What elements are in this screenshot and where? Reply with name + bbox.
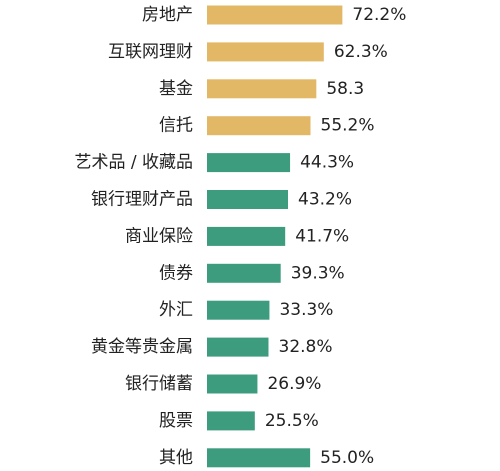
category-label: 互联网理财	[108, 42, 193, 62]
bar	[207, 153, 291, 173]
bar	[207, 448, 311, 468]
category-label: 艺术品 / 收藏品	[74, 153, 193, 173]
category-label: 股票	[159, 411, 193, 431]
value-label: 62.3%	[334, 42, 388, 62]
value-label: 25.5%	[265, 411, 319, 431]
category-label: 信托	[159, 116, 193, 136]
value-label: 55.2%	[321, 116, 375, 136]
bar	[207, 226, 286, 246]
value-label: 26.9%	[267, 374, 321, 394]
value-label: 55.0%	[320, 448, 374, 468]
category-label: 基金	[159, 79, 193, 99]
bar	[207, 374, 258, 394]
bar	[207, 5, 343, 25]
category-label: 黄金等贵金属	[91, 337, 193, 357]
bar	[207, 79, 317, 99]
category-label: 房地产	[142, 5, 193, 25]
bar	[207, 337, 269, 357]
bar	[207, 116, 311, 136]
value-label: 58.3	[326, 79, 364, 99]
bar	[207, 411, 255, 431]
category-label: 债券	[159, 263, 193, 283]
category-label: 商业保险	[125, 226, 193, 246]
value-label: 41.7%	[295, 226, 349, 246]
bar	[207, 300, 270, 320]
category-label: 银行储蓄	[125, 374, 193, 394]
category-label: 外汇	[159, 300, 193, 320]
category-label: 银行理财产品	[91, 190, 193, 210]
value-label: 72.2%	[352, 5, 406, 25]
value-label: 44.3%	[300, 153, 354, 173]
value-label: 32.8%	[279, 337, 333, 357]
bar	[207, 42, 324, 62]
value-label: 39.3%	[291, 263, 345, 283]
category-label: 其他	[159, 448, 193, 468]
bar	[207, 263, 281, 283]
value-label: 43.2%	[298, 190, 352, 210]
value-label: 33.3%	[279, 300, 333, 320]
bar	[207, 190, 288, 209]
